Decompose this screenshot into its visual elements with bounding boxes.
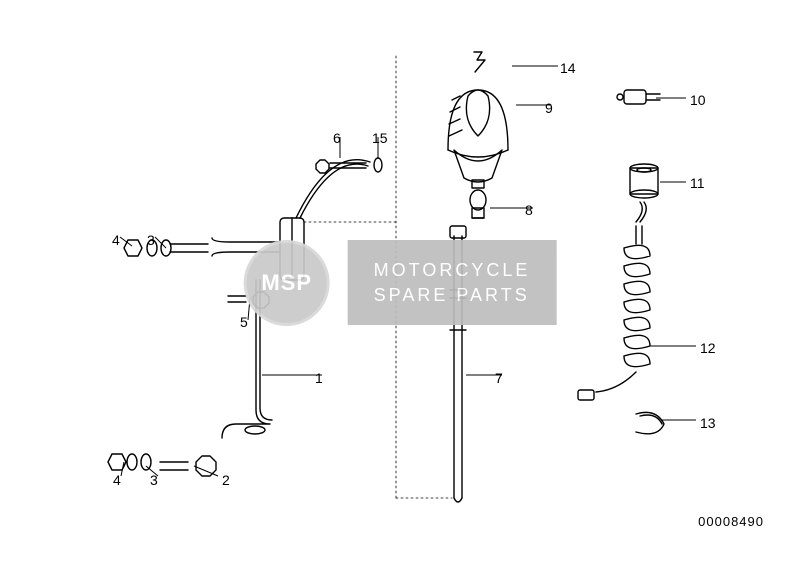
frame	[6, 6, 794, 559]
diagram-stage: { "meta": { "part_reference_number": "00…	[0, 0, 800, 565]
